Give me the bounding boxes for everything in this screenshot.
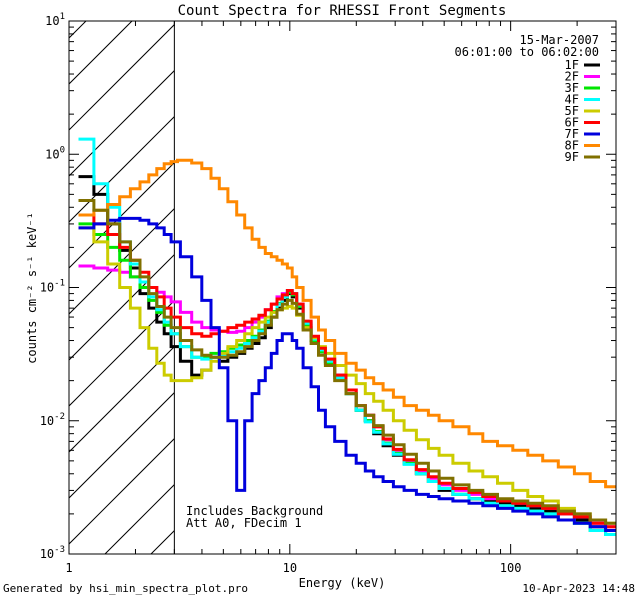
series-layer — [78, 137, 616, 536]
legend-label-7F: 7F — [565, 127, 579, 141]
series-line-9F — [78, 199, 616, 525]
series-line-7F — [78, 216, 616, 532]
series-line-5F — [78, 226, 616, 525]
y-tick-label: 10-3 — [40, 545, 65, 561]
annotation-attenuator: Att A0, FDecim 1 — [186, 516, 302, 530]
generated-by-text: Generated by hsi_min_spectra_plot.pro — [3, 582, 249, 595]
y-axis-label: counts cm⁻² s⁻¹ keV⁻¹ — [25, 212, 39, 364]
x-tick-label: 100 — [500, 561, 522, 575]
legend-label-3F: 3F — [565, 81, 579, 95]
y-tick-label: 10-1 — [40, 279, 65, 295]
x-tick-label: 1 — [65, 561, 72, 575]
legend-label-8F: 8F — [565, 139, 579, 153]
y-tick-label: 101 — [45, 12, 65, 28]
legend-label-6F: 6F — [565, 116, 579, 130]
legend-label-4F: 4F — [565, 93, 579, 107]
axes — [68, 20, 617, 555]
series-line-6F — [78, 213, 616, 529]
series-line-3F — [78, 222, 616, 536]
annotation-background: Includes Background — [186, 504, 323, 518]
timestamp-text: 10-Apr-2023 14:48 — [522, 582, 635, 595]
x-axis-label: Energy (keV) — [299, 576, 386, 590]
legend-label-2F: 2F — [565, 70, 579, 84]
hatch-lines — [69, 21, 175, 554]
legend-label-9F: 9F — [565, 150, 579, 164]
shaded-region — [69, 21, 175, 554]
series-line-4F — [78, 137, 616, 536]
series-line-1F — [78, 175, 616, 532]
x-tick-label: 10 — [283, 561, 297, 575]
legend-label-1F: 1F — [565, 58, 579, 72]
y-tick-label: 100 — [45, 145, 65, 161]
series-line-8F — [78, 158, 616, 489]
date-label: 15-Mar-2007 — [520, 33, 599, 47]
chart-title: Count Spectra for RHESSI Front Segments — [178, 3, 507, 19]
legend-label-5F: 5F — [565, 104, 579, 118]
time-range-label: 06:01:00 to 06:02:00 — [455, 45, 600, 59]
y-tick-label: 10-2 — [40, 412, 65, 428]
